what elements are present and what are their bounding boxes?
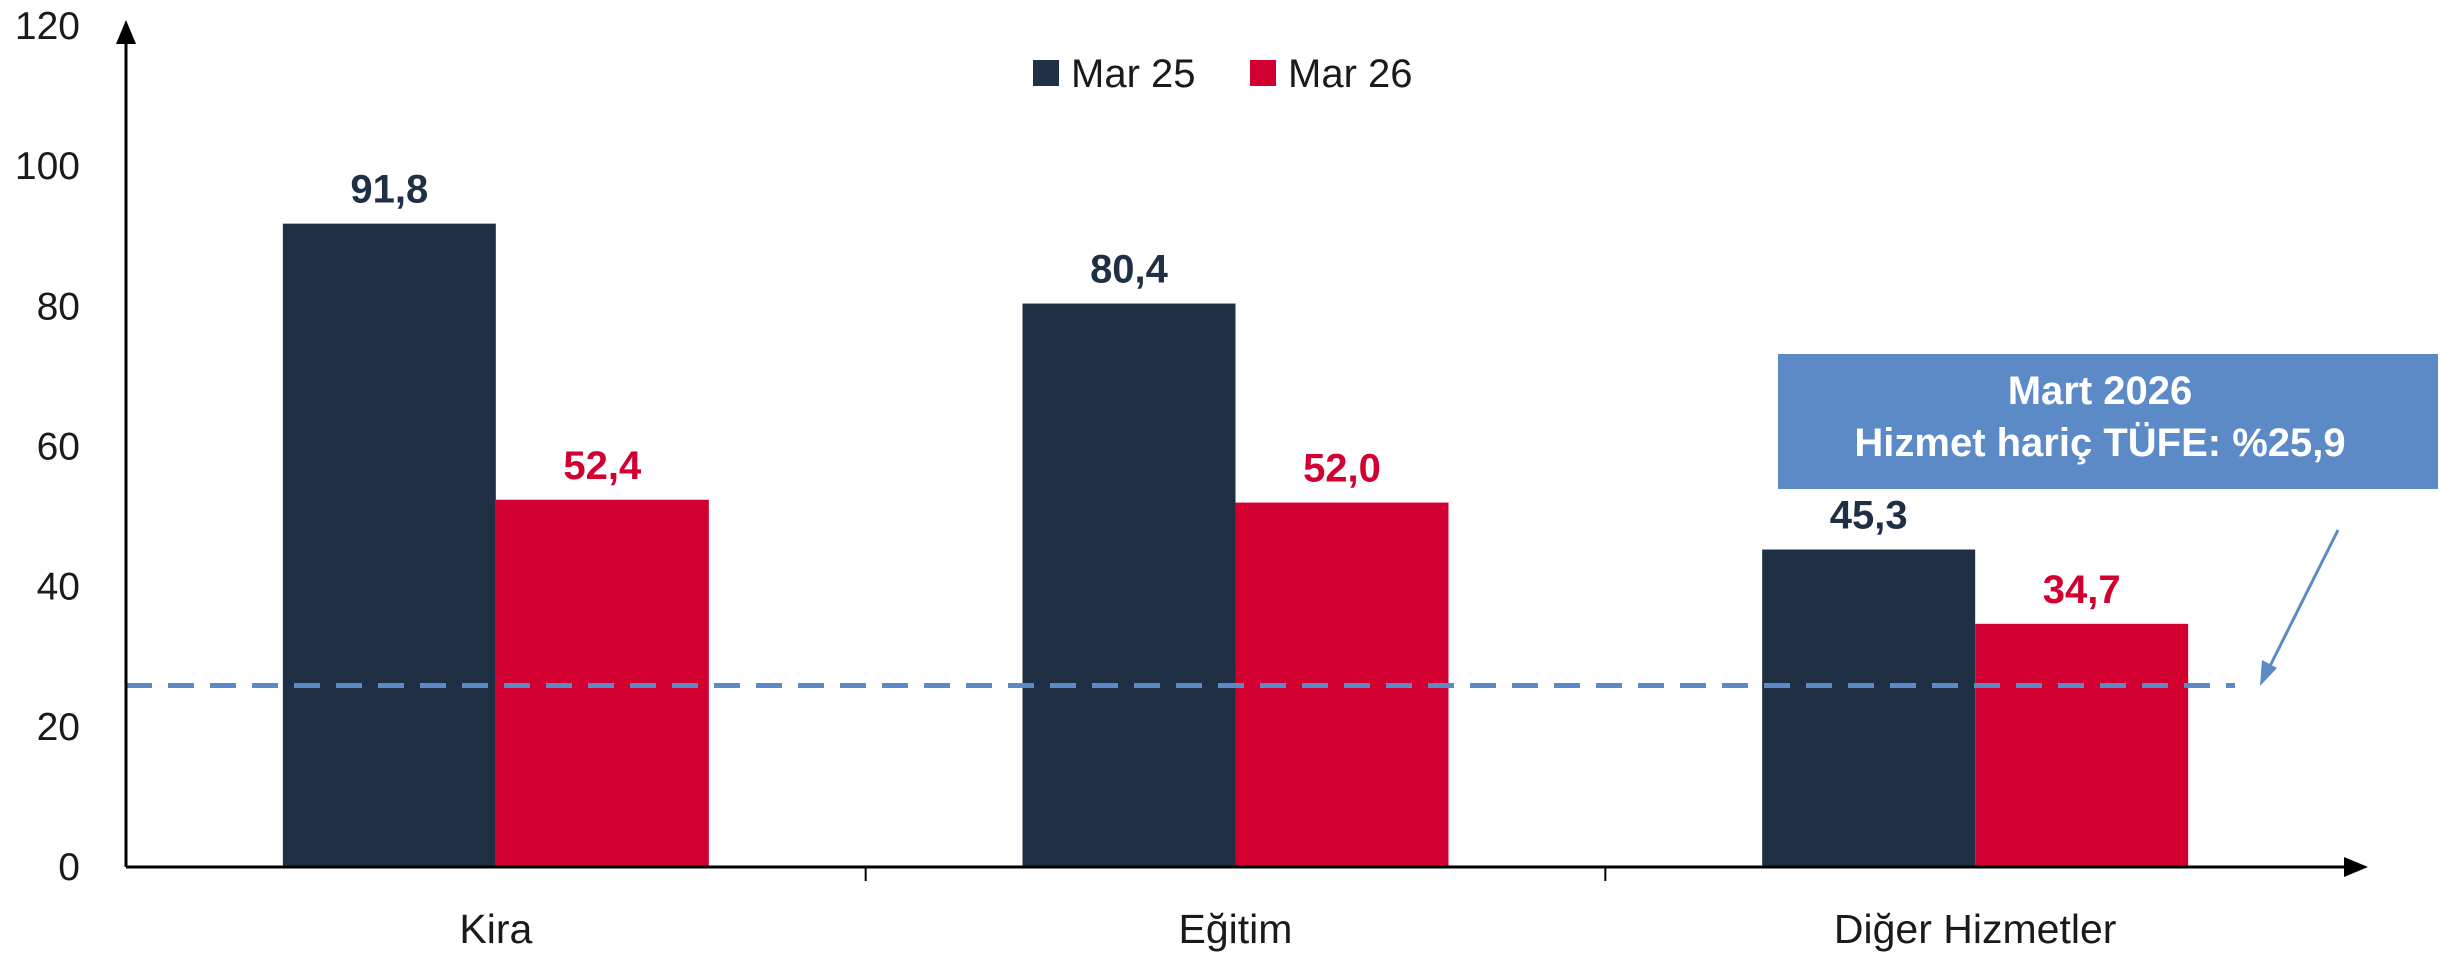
bar-mar-25 [1762,549,1976,867]
data-labels: 91,8 52,4 80,4 52,0 45,3 34,7 [350,168,2120,612]
data-label: 34,7 [2043,568,2121,612]
data-label: 45,3 [1830,494,1908,538]
y-tick-label: 100 [15,145,80,188]
legend-label: Mar 26 [1288,52,1413,96]
category-label: Eğitim [1179,906,1293,952]
legend: Mar 25 Mar 26 [1033,52,1413,96]
axes [116,20,2368,877]
y-tick-label: 80 [37,285,80,328]
y-tick-label: 60 [37,426,80,469]
y-tick-label: 0 [58,846,80,889]
annotation-callout: Mart 2026 Hizmet hariç TÜFE: %25,9 [1778,354,2438,686]
data-label: 52,4 [563,444,642,488]
bar-mar-25 [1022,303,1236,867]
annotation-arrow-line [2265,529,2340,673]
data-label: 91,8 [350,168,428,212]
category-labels: Kira Eğitim Diğer Hizmetler [459,867,2116,952]
bars [282,223,2189,867]
annotation-line2: Hizmet hariç TÜFE: %25,9 [1854,420,2345,465]
bar-mar-25 [282,223,496,867]
y-axis-arrow [116,20,136,44]
annotation-box [1778,354,2438,489]
annotation-line1: Mart 2026 [2008,369,2193,413]
y-tick-label: 120 [15,5,80,48]
y-tick-label: 40 [37,566,80,609]
y-tick-label: 20 [37,706,80,749]
annotation-arrowhead [2260,660,2277,686]
legend-swatch [1033,60,1059,86]
category-label: Kira [459,906,532,952]
legend-label: Mar 25 [1071,52,1196,96]
data-label: 80,4 [1090,248,1169,292]
x-axis-arrow [2344,857,2368,877]
legend-swatch [1250,60,1276,86]
y-axis-ticks: 0 20 40 60 80 100 120 [15,5,80,889]
bar-mar-26 [1975,623,2189,867]
category-label: Diğer Hizmetler [1834,906,2117,952]
data-label: 52,0 [1303,447,1381,491]
